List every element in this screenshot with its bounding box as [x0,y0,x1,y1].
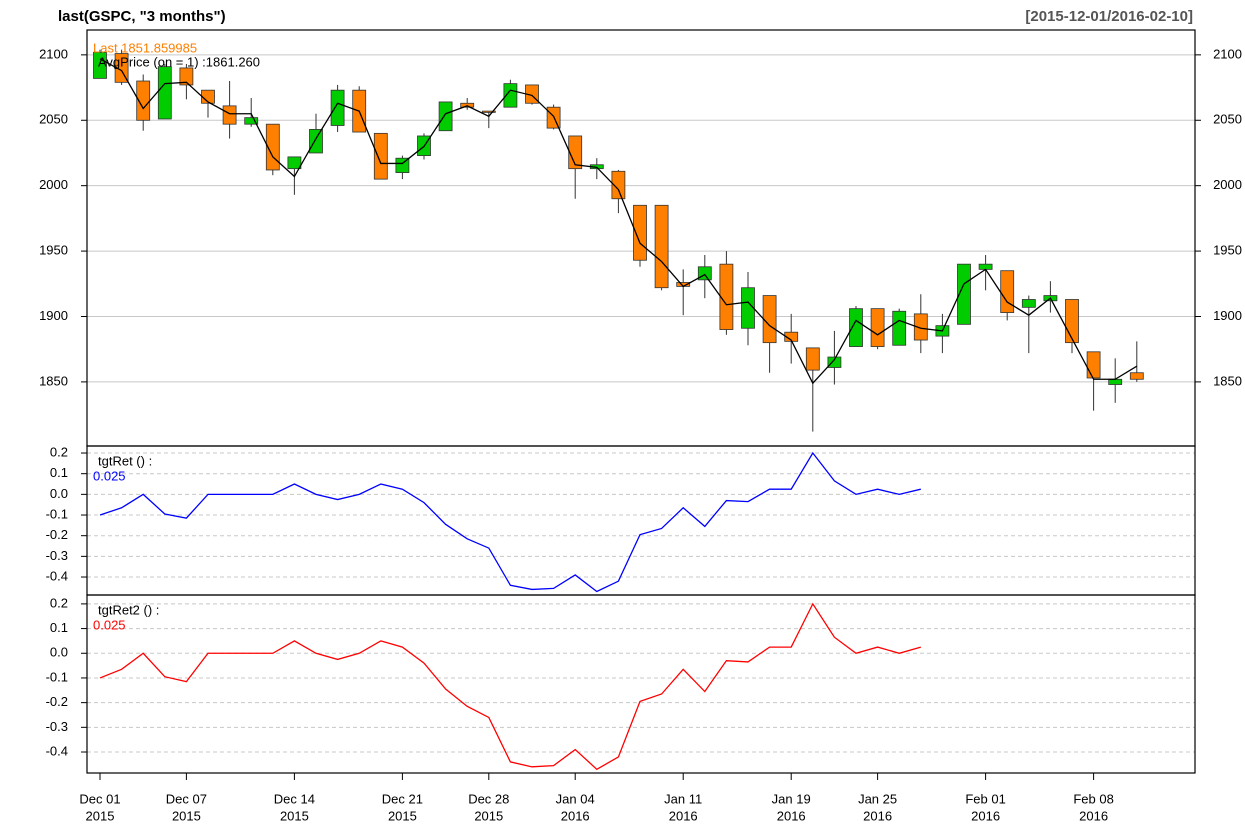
y-tick-label: 1850 [39,373,68,388]
panel-frame [86,594,1196,774]
y-tick-label: 0.2 [50,595,68,610]
y-tick-label-right: 2050 [1213,112,1242,127]
y-tick-label: 0.1 [50,465,68,480]
x-tick-label: 2015 [86,808,115,823]
candle-body [849,308,863,347]
series-line [99,602,921,771]
candle-body [654,204,669,289]
y-tick-label-right: 1850 [1213,373,1242,388]
x-tick-label: Feb 01 [965,791,1005,806]
candle-body [93,51,107,79]
x-tick-label: Dec 14 [274,791,315,806]
x-tick-label: Jan 11 [664,791,702,806]
y-tick-label: -0.3 [46,548,68,563]
y-tick-label: -0.2 [46,694,68,709]
candle-body [870,308,885,347]
x-tick-label: Dec 01 [79,791,120,806]
chart-title: last(GSPC, "3 months") [58,8,226,25]
candle-body [438,101,453,132]
series-line [99,451,921,593]
y-tick-label: -0.4 [46,568,68,583]
candle-body [805,347,820,371]
y-tick-label-right: 1900 [1213,308,1242,323]
candle-body [481,110,496,113]
candle-body [157,66,172,120]
last-label: 0.025 [93,617,126,632]
x-tick-label: Jan 19 [772,791,811,806]
x-tick-label: Feb 08 [1073,791,1113,806]
candle-body [244,117,259,125]
candle-body [611,170,626,200]
x-tick-label: 2015 [172,808,201,823]
candle-body [373,132,388,180]
x-tick-label: 2015 [280,808,309,823]
y-tick-label: 2100 [39,46,68,61]
candle-body [222,105,237,125]
candle-body [1021,299,1036,308]
y-tick-label: 2050 [39,112,68,127]
y-tick-label: -0.1 [46,506,68,521]
x-tick-label: 2016 [1079,808,1108,823]
y-tick-label: -0.1 [46,669,68,684]
x-tick-label: 2016 [777,808,806,823]
x-tick-label: 2016 [561,808,590,823]
candle-body [741,287,755,329]
candle-body [719,263,734,330]
y-tick-label: 0.0 [50,486,68,501]
candle-body [330,89,345,126]
legend-entry: tgtRet2 () : [98,602,159,617]
x-tick-label: Jan 04 [556,791,595,806]
candle-body [568,135,583,170]
candle-body [395,157,410,173]
y-tick-label: 0.1 [50,620,68,635]
y-tick-label-right: 2000 [1213,177,1242,192]
date-range: [2015-12-01/2016-02-10] [1025,8,1193,25]
x-tick-label: Dec 21 [382,791,423,806]
x-tick-label: 2016 [669,808,698,823]
candle-body [265,123,280,171]
candle-body [287,156,302,170]
candle-body [978,263,993,270]
candle-body [309,129,323,154]
candle-body [697,266,712,281]
panel-frame [86,445,1196,596]
candle-body [762,295,777,344]
x-tick-label: 2016 [971,808,1000,823]
y-tick-label: 2000 [39,177,68,192]
candle-body [1086,351,1101,379]
candle-body [827,356,842,368]
candle-body [957,263,971,325]
y-tick-label: -0.2 [46,527,68,542]
candle-body [179,67,194,86]
x-tick-label: Jan 25 [858,791,897,806]
legend-entry: tgtRet () : [98,453,152,468]
y-tick-label: -0.3 [46,719,68,734]
y-tick-label: 1900 [39,308,68,323]
candle-body [1000,270,1015,313]
x-tick-label: 2015 [474,808,503,823]
y-tick-label: 0.2 [50,444,68,459]
y-tick-label-right: 2100 [1213,46,1242,61]
last-label: Last 1851.859985 [93,40,197,55]
candle-body [503,83,518,108]
last-label: 0.025 [93,468,126,483]
y-tick-label-right: 1950 [1213,243,1242,258]
x-tick-label: 2016 [863,808,892,823]
candle-body [913,313,928,341]
candle-body [1129,372,1144,380]
series-line [99,58,1138,385]
x-tick-label: 2015 [388,808,417,823]
candle-body [892,310,907,346]
legend-entry: AvgPrice (on = 1) :1861.260 [98,54,260,69]
y-tick-label: -0.4 [46,743,68,758]
candle-body [1108,378,1123,385]
y-tick-label: 1950 [39,243,68,258]
candle-body [1065,299,1079,344]
x-tick-label: Dec 28 [468,791,509,806]
y-tick-label: 0.0 [50,645,68,660]
x-tick-label: Dec 07 [166,791,207,806]
